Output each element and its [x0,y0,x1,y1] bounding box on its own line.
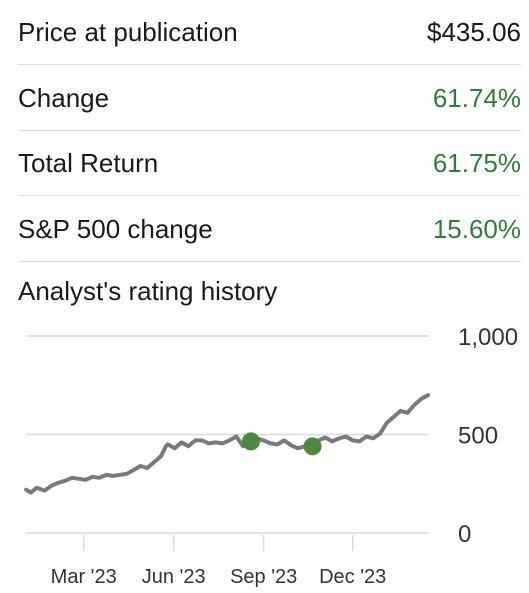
stat-value: 61.75% [432,147,521,178]
chart-title: Analyst's rating history [18,276,278,306]
rating-marker[interactable] [303,437,322,456]
x-tick-label: Jun '23 [142,566,206,588]
stat-value: 61.74% [432,82,521,113]
x-tick-label: Mar '23 [51,566,117,588]
stat-value: $435.06 [427,16,521,47]
stat-label: S&P 500 change [18,213,213,244]
stat-label: Change [18,82,110,113]
x-tick-label: Sep '23 [230,566,297,588]
rating-markers [241,432,322,456]
stat-row-sp500: S&P 500 change 15.60% [18,197,521,262]
stat-row-total-return: Total Return 61.75% [18,131,521,196]
x-tick-label: Dec '23 [319,566,386,588]
price-line [24,393,430,495]
stat-label: Total Return [18,147,159,178]
y-tick-label: 500 [458,423,498,450]
rating-marker[interactable] [241,432,260,451]
y-tick-label: 0 [458,521,471,548]
grid-lines [26,335,428,534]
x-tick-labels: Mar '23 Jun '23 Sep '23 Dec '23 [51,566,387,588]
y-tick-label: 1,000 [458,324,518,351]
stat-row-change: Change 61.74% [18,66,521,131]
y-tick-labels: 0 500 1,000 [458,324,518,548]
stat-row-price: Price at publication $435.06 [18,0,521,65]
stat-value: 15.60% [432,213,521,244]
x-tick-marks [82,535,354,551]
stat-label: Price at publication [18,16,238,47]
